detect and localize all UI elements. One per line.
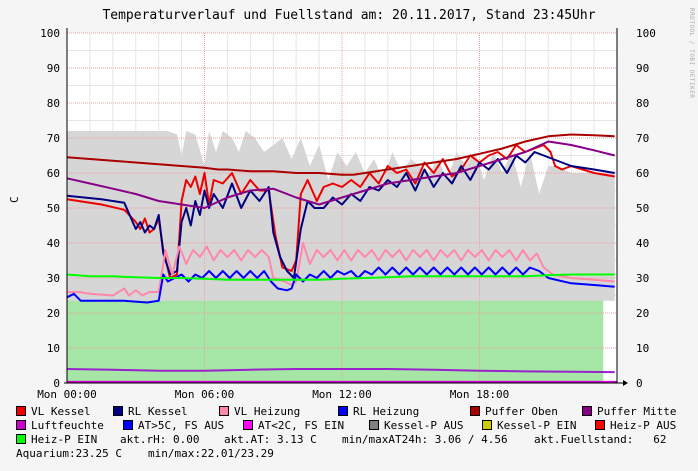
legend-swatch <box>470 406 480 416</box>
legend-item: Heiz-P EIN <box>16 433 97 446</box>
legend-item: VL Kessel <box>16 405 91 418</box>
legend-swatch <box>16 406 26 416</box>
y-tick-label-right: 50 <box>636 202 649 215</box>
legend-item: Luftfeuchte <box>16 419 104 432</box>
y-tick-label-left: 80 <box>47 97 60 110</box>
y-tick-label-right: 60 <box>636 167 649 180</box>
y-tick-label-left: 60 <box>47 167 60 180</box>
legend-item: Puffer Oben <box>470 405 558 418</box>
stat-aquarium: Aquarium:23.25 C <box>16 447 122 460</box>
series-line <box>66 368 615 374</box>
x-axis-arrow <box>623 380 628 386</box>
stat-minmax-at: min/maxAT24h: 3.06 / 4.56 <box>342 433 508 446</box>
y-tick-label-left: 100 <box>40 27 60 40</box>
y-tick-label-right: 40 <box>636 237 649 250</box>
series-line <box>66 133 615 176</box>
stat-aquarium-minmax: min/max:22.01/23.29 <box>148 447 274 460</box>
series-line <box>66 273 615 281</box>
y-tick-label-left: 40 <box>47 237 60 250</box>
legend-swatch <box>243 420 253 430</box>
y-tick-label-right: 70 <box>636 132 649 145</box>
y-tick-label-right: 10 <box>636 342 649 355</box>
series-line <box>66 144 615 279</box>
y-tick-label-right: 100 <box>636 27 656 40</box>
stat-fuellstand: akt.Fuellstand: 62 <box>534 433 667 446</box>
x-tick-label: Mon 18:00 <box>450 388 510 401</box>
y-tick-label-left: 20 <box>47 307 60 320</box>
y-tick-label-left: 70 <box>47 132 60 145</box>
x-tick-label: Mon 00:00 <box>37 388 97 401</box>
y-tick-label-left: 50 <box>47 202 60 215</box>
y-tick-label-right: 0 <box>636 377 643 390</box>
y-tick-label-right: 30 <box>636 272 649 285</box>
legend-item: Kessel-P AUS <box>369 419 463 432</box>
area-gap <box>603 300 617 383</box>
y-tick-label-left: 30 <box>47 272 60 285</box>
legend-swatch <box>219 406 229 416</box>
series-line <box>67 242 615 297</box>
legend-item: Heiz-P AUS <box>595 419 676 432</box>
y-tick-label-right: 90 <box>636 62 649 75</box>
legend-item: AT>5C, FS AUS <box>123 419 224 432</box>
legend-swatch <box>16 420 26 430</box>
legend-swatch <box>582 406 592 416</box>
y-tick-label-left: 0 <box>53 377 60 390</box>
legend-swatch <box>123 420 133 430</box>
legend-swatch <box>16 434 26 444</box>
legend-swatch <box>369 420 379 430</box>
legend-item: RL Kessel <box>113 405 188 418</box>
legend-swatch <box>338 406 348 416</box>
x-tick-label: Mon 12:00 <box>312 388 372 401</box>
y-axis-label: C <box>8 196 21 203</box>
stat-humidity: akt.rH: 0.00 <box>120 433 200 446</box>
legend-swatch <box>113 406 123 416</box>
series-line <box>66 140 615 209</box>
legend-item: Puffer Mitte <box>582 405 676 418</box>
legend-item: Kessel-P EIN <box>482 419 576 432</box>
y-tick-label-left: 90 <box>47 62 60 75</box>
stat-outside-temp: akt.AT: 3.13 C <box>224 433 317 446</box>
legend-item: VL Heizung <box>219 405 300 418</box>
y-tick-label-right: 80 <box>636 97 649 110</box>
series-line <box>66 266 615 304</box>
watermark: RRDTOOL / TOBI OETIKER <box>688 8 695 99</box>
legend-swatch <box>595 420 605 430</box>
x-tick-label: Mon 06:00 <box>175 388 235 401</box>
chart-title: Temperaturverlauf und Fuellstand am: 20.… <box>102 8 596 23</box>
y-tick-label-right: 20 <box>636 307 649 320</box>
y-tick-label-left: 10 <box>47 342 60 355</box>
legend-swatch <box>482 420 492 430</box>
legend-item: RL Heizung <box>338 405 419 418</box>
legend-item: AT<2C, FS EIN <box>243 419 344 432</box>
